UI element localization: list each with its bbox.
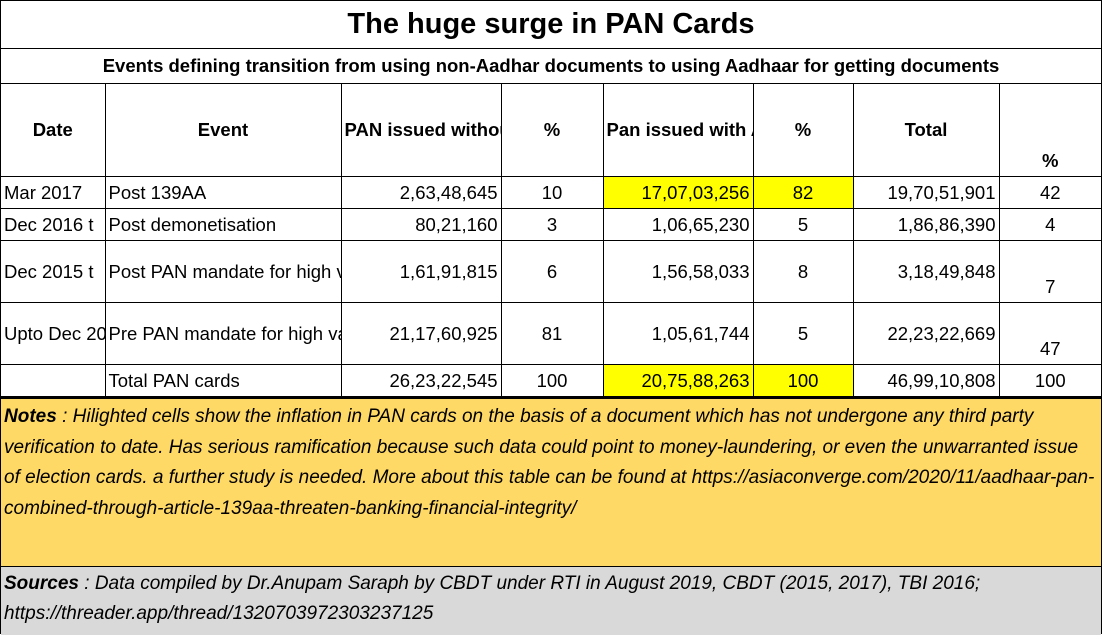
- cell-event: Post 139AA: [104, 175, 342, 209]
- cell-event: Total PAN cards: [104, 363, 342, 397]
- pan-table: Date Event PAN issued without Aadhaar % …: [1, 84, 1101, 397]
- notes-box: Notes : Hilighted cells show the inflati…: [1, 397, 1101, 572]
- cell-date: Upto Dec 2015: [1, 301, 106, 365]
- cell-total: 46,99,10,808: [852, 363, 1000, 397]
- cell-without: 80,21,160: [340, 207, 502, 241]
- cell-event: Post PAN mandate for high value transact…: [104, 239, 342, 303]
- cell-pct-total: 47: [998, 301, 1101, 365]
- notes-label: Notes: [4, 406, 57, 427]
- cell-with: 1,06,65,230: [602, 207, 754, 241]
- cell-without: 2,63,48,645: [340, 175, 502, 209]
- cell-event: Pre PAN mandate for high value transacti…: [104, 301, 342, 365]
- cell-pct-with: 5: [752, 301, 854, 365]
- cell-date: Mar 2017: [1, 175, 106, 209]
- page-title: The huge surge in PAN Cards: [1, 1, 1101, 49]
- table-row-total: Total PAN cards 26,23,22,545 100 20,75,8…: [1, 363, 1101, 397]
- header-pct-without: %: [500, 84, 604, 177]
- cell-without: 1,61,91,815: [340, 239, 502, 303]
- cell-pct-without: 81: [500, 301, 604, 365]
- header-pct-total: %: [998, 84, 1101, 177]
- page-subtitle: Events defining transition from using no…: [1, 49, 1101, 84]
- cell-total: 22,23,22,669: [852, 301, 1000, 365]
- header-pct-with: %: [752, 84, 854, 177]
- sources-text: : Data compiled by Dr.Anupam Saraph by C…: [4, 573, 981, 624]
- cell-pct-total: 100: [998, 363, 1101, 397]
- table-row: Dec 2016 t Post demonetisation 80,21,160…: [1, 207, 1101, 241]
- table-row: Mar 2017 Post 139AA 2,63,48,645 10 17,07…: [1, 175, 1101, 209]
- header-event: Event: [104, 84, 342, 177]
- cell-pct-with: 8: [752, 239, 854, 303]
- cell-without: 26,23,22,545: [340, 363, 502, 397]
- cell-with-highlighted: 17,07,03,256: [602, 175, 754, 209]
- cell-with: 1,56,58,033: [602, 239, 754, 303]
- cell-pct-total: 42: [998, 175, 1101, 209]
- cell-date: Dec 2016 t: [1, 207, 106, 241]
- cell-pct-total: 4: [998, 207, 1101, 241]
- cell-pct-with: 5: [752, 207, 854, 241]
- sources-label: Sources: [4, 573, 79, 594]
- header-with-aadhaar: Pan issued with Aadhaar: [602, 84, 754, 177]
- cell-pct-without: 6: [500, 239, 604, 303]
- cell-with: 1,05,61,744: [602, 301, 754, 365]
- cell-total: 19,70,51,901: [852, 175, 1000, 209]
- cell-event: Post demonetisation: [104, 207, 342, 241]
- cell-date: [1, 363, 106, 397]
- header-total: Total: [852, 84, 1000, 177]
- notes-text: : Hilighted cells show the inflation in …: [4, 406, 1095, 519]
- cell-pct-without: 100: [500, 363, 604, 397]
- cell-with-highlighted: 20,75,88,263: [602, 363, 754, 397]
- cell-pct-with-highlighted: 82: [752, 175, 854, 209]
- cell-date: Dec 2015 t: [1, 239, 106, 303]
- cell-total: 3,18,49,848: [852, 239, 1000, 303]
- cell-without: 21,17,60,925: [340, 301, 502, 365]
- header-date: Date: [1, 84, 106, 177]
- header-without-aadhaar: PAN issued without Aadhaar: [340, 84, 502, 177]
- table-row: Dec 2015 t Post PAN mandate for high val…: [1, 239, 1101, 303]
- sources-box: Sources : Data compiled by Dr.Anupam Sar…: [1, 566, 1101, 635]
- table-header-row: Date Event PAN issued without Aadhaar % …: [1, 84, 1101, 177]
- cell-pct-with-highlighted: 100: [752, 363, 854, 397]
- table-row: Upto Dec 2015 Pre PAN mandate for high v…: [1, 301, 1101, 365]
- cell-pct-without: 10: [500, 175, 604, 209]
- cell-pct-total: 7: [998, 239, 1101, 303]
- cell-total: 1,86,86,390: [852, 207, 1000, 241]
- cell-pct-without: 3: [500, 207, 604, 241]
